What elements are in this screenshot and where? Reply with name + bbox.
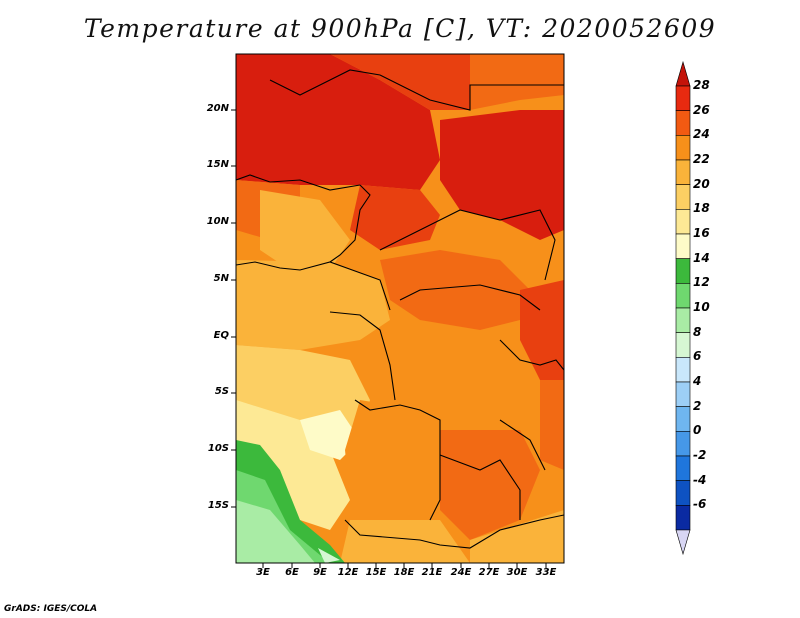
footer-credit: GrADS: IGES/COLA — [4, 604, 98, 614]
lat-label: 5S — [214, 386, 229, 397]
colorbar-label: 4 — [693, 374, 702, 388]
colorbar-label: 28 — [693, 78, 710, 92]
colorbar-label: 0 — [693, 423, 702, 438]
lon-label: 3E — [256, 567, 270, 578]
colorbar-swatch — [675, 85, 691, 111]
lon-label: 15E — [365, 567, 387, 578]
colorbar-label: 14 — [693, 250, 710, 265]
colorbar-swatch — [675, 332, 691, 358]
colorbar-swatch — [675, 406, 691, 432]
lat-label: 15S — [207, 500, 229, 511]
colorbar-label: 8 — [693, 324, 702, 339]
lat-label: 20N — [206, 103, 229, 114]
axis-ticks — [231, 109, 547, 568]
colorbar-swatch — [675, 381, 691, 407]
colorbar-label: 10 — [693, 300, 710, 314]
colorbar-swatch — [675, 455, 691, 481]
colorbar-overflow-top — [675, 60, 691, 87]
lat-label: 5N — [213, 273, 229, 284]
colorbar-label: 26 — [693, 102, 710, 117]
map-title: Temperature at 900hPa [C], VT: 202005260… — [83, 14, 717, 43]
lon-label: 30E — [506, 567, 528, 578]
lon-label: 18E — [393, 567, 415, 578]
colorbar-swatch — [675, 480, 691, 506]
colorbar-swatch — [675, 283, 691, 309]
colorbar-label: -4 — [693, 472, 707, 487]
colorbar-swatch — [675, 307, 691, 333]
colorbar — [675, 60, 691, 556]
colorbar-label: 18 — [693, 201, 710, 216]
colorbar-swatch — [675, 209, 691, 235]
colorbar-swatch — [675, 184, 691, 210]
colorbar-label: 20 — [693, 176, 710, 191]
lon-label: 24E — [450, 567, 472, 578]
country-borders — [236, 69, 564, 549]
colorbar-swatch — [675, 357, 691, 383]
colorbar-label: 24 — [693, 127, 710, 142]
colorbar-label: 12 — [693, 275, 710, 290]
lon-label: 27E — [478, 567, 500, 578]
lat-label: 15N — [206, 159, 229, 170]
colorbar-swatch — [675, 258, 691, 284]
colorbar-swatch — [675, 233, 691, 259]
map-frame — [235, 53, 565, 564]
colorbar-label: 2 — [693, 398, 702, 413]
colorbar-swatch — [675, 505, 691, 531]
colorbar-label: -6 — [693, 497, 707, 512]
colorbar-swatch — [675, 135, 691, 161]
lat-label: 10S — [207, 443, 229, 454]
colorbar-swatch — [675, 159, 691, 185]
colorbar-overflow-bottom — [675, 529, 691, 556]
lon-label: 12E — [337, 567, 359, 578]
colorbar-label: 6 — [693, 349, 702, 364]
lon-label: 9E — [313, 567, 327, 578]
colorbar-label: 22 — [693, 152, 710, 166]
lon-label: 6E — [285, 567, 299, 578]
colorbar-label: 16 — [693, 226, 710, 240]
lat-label: 10N — [206, 216, 229, 227]
lat-label: EQ — [213, 330, 229, 341]
colorbar-swatch — [675, 110, 691, 136]
colorbar-label: -2 — [693, 448, 707, 462]
lon-label: 21E — [421, 567, 443, 578]
lon-label: 33E — [535, 567, 557, 578]
temperature-field — [236, 54, 564, 563]
colorbar-swatch — [675, 431, 691, 457]
